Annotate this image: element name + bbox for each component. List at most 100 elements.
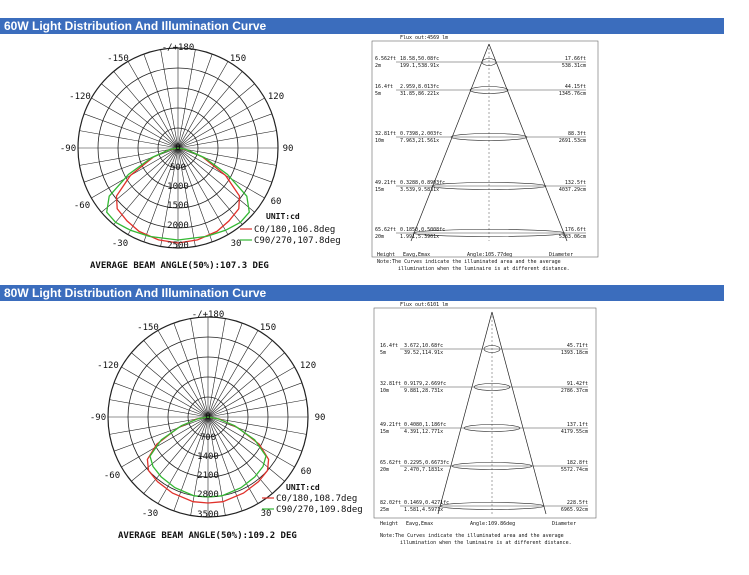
radial-label: 2800 bbox=[197, 490, 219, 500]
grid-spoke bbox=[177, 130, 277, 149]
grid-spoke bbox=[131, 416, 209, 482]
angle-label-m30: -30 bbox=[142, 509, 158, 519]
row-value: 65.62ft bbox=[380, 460, 401, 466]
row-value: 132.5ft bbox=[565, 180, 586, 186]
polar-grid bbox=[77, 47, 279, 249]
grid-spoke bbox=[173, 416, 209, 512]
legend-c0-label: C0/180,108.7deg bbox=[276, 494, 357, 504]
row-value: 6965.92cm bbox=[561, 507, 588, 513]
grid-spoke bbox=[177, 147, 277, 166]
radial-label: 1000 bbox=[167, 182, 189, 192]
note-line-2: illumination when the luminaire is at di… bbox=[398, 266, 570, 272]
angle-label-m60: -60 bbox=[104, 471, 120, 481]
grid-spoke bbox=[177, 49, 196, 149]
grid-spoke bbox=[109, 399, 209, 418]
row-value: 16.4ft bbox=[380, 343, 398, 349]
grid-spoke bbox=[207, 416, 243, 512]
row-value: 5m bbox=[375, 91, 381, 97]
row-value: 199.1,538.91x bbox=[400, 63, 439, 69]
grid-spoke bbox=[207, 416, 303, 452]
grid-spoke bbox=[177, 147, 273, 183]
grid-spoke bbox=[127, 147, 179, 235]
c0-180-curve bbox=[115, 147, 241, 244]
row-value: 91.42ft bbox=[567, 381, 588, 387]
row-value: 0.2295,0.6673fc bbox=[404, 460, 449, 466]
grid-spoke bbox=[79, 130, 179, 149]
grid-spoke bbox=[207, 352, 285, 418]
row-value: 2.959,8.013fc bbox=[400, 84, 439, 90]
center-label: 0 bbox=[205, 412, 210, 422]
footer-angle: Angle:109.86deg bbox=[470, 521, 515, 527]
legend-c0-label: C0/180,106.8deg bbox=[254, 225, 335, 235]
row-value: 176.6ft bbox=[565, 227, 586, 233]
row-value: 32.81ft bbox=[380, 381, 401, 387]
footer-eavg: Eavg,Emax bbox=[406, 521, 433, 527]
c0-180-curve bbox=[146, 416, 270, 504]
row-value: 4.391,12.771x bbox=[404, 429, 443, 435]
cone-edge bbox=[437, 311, 493, 515]
row-value: 25m bbox=[380, 507, 389, 513]
angle-label-30: 30 bbox=[231, 239, 242, 249]
polar-chart-80w: -/+180 -150 150 -120 120 -90 90 -60 60 -… bbox=[90, 310, 363, 541]
c90-270-curve bbox=[106, 147, 250, 241]
row-value: 45.71ft bbox=[567, 343, 588, 349]
grid-spoke bbox=[160, 49, 179, 149]
grid-spoke bbox=[177, 113, 273, 149]
row-value: 15m bbox=[375, 187, 384, 193]
row-value: 0.7398,2.003fc bbox=[400, 131, 442, 137]
angle-label-150: 150 bbox=[260, 323, 276, 333]
grid-spoke bbox=[177, 147, 196, 247]
grid-spoke bbox=[101, 83, 179, 149]
grid-spoke bbox=[109, 416, 209, 435]
polar-chart-60w: -/+180 -150 150 -120 120 -90 90 -60 60 -… bbox=[60, 43, 341, 271]
angle-label-m150: -150 bbox=[107, 54, 129, 64]
grid-spoke bbox=[101, 147, 179, 213]
radial-label: 2100 bbox=[197, 471, 219, 481]
grid-spoke bbox=[121, 416, 209, 468]
row-value: 0.3288,0.8903fc bbox=[400, 180, 445, 186]
row-value: 0.4080,1.186fc bbox=[404, 422, 446, 428]
row-value: 65.62ft bbox=[375, 227, 396, 233]
angle-label-180: -/+180 bbox=[192, 310, 225, 320]
row-value: 4037.29cm bbox=[559, 187, 586, 193]
grid-spoke bbox=[207, 366, 295, 418]
grid-spoke bbox=[177, 147, 255, 213]
radial-label: 2500 bbox=[167, 241, 189, 251]
center-label: 0 bbox=[175, 143, 180, 153]
section-title-60w: 60W Light Distribution And Illumination … bbox=[0, 18, 724, 34]
polar-grid bbox=[107, 316, 309, 518]
row-value: 0.1469,0.4271fc bbox=[404, 500, 449, 506]
row-value: 15m bbox=[380, 429, 389, 435]
unit-label: UNIT:cd bbox=[286, 483, 320, 492]
grid-spoke bbox=[207, 330, 259, 418]
unit-label: UNIT:cd bbox=[266, 212, 300, 221]
row-value: 0.9179,2.669fc bbox=[404, 381, 446, 387]
row-value: 2786.37cm bbox=[561, 388, 588, 394]
angle-label-90: 90 bbox=[283, 144, 294, 154]
row-value: 9.881,28.731x bbox=[404, 388, 443, 394]
grid-spoke bbox=[207, 416, 295, 468]
grid-spoke bbox=[127, 61, 179, 149]
grid-spoke bbox=[177, 147, 229, 235]
row-value: 1345.76cm bbox=[559, 91, 586, 97]
row-value: 6.562ft bbox=[375, 56, 396, 62]
grid-spoke bbox=[207, 416, 226, 516]
radial-label: 700 bbox=[200, 433, 216, 443]
grid-spoke bbox=[113, 71, 179, 149]
angle-label-m90: -90 bbox=[60, 144, 76, 154]
grid-spoke bbox=[177, 61, 229, 149]
grid-spoke bbox=[207, 322, 243, 418]
row-value: 228.5ft bbox=[567, 500, 588, 506]
c90-270-curve bbox=[149, 416, 267, 498]
radial-label: 500 bbox=[170, 163, 186, 173]
row-value: 39.52,114.91x bbox=[404, 350, 443, 356]
footer-diameter: Diameter bbox=[552, 521, 576, 527]
angle-label-120: 120 bbox=[300, 361, 316, 371]
angle-label-150: 150 bbox=[230, 54, 246, 64]
radial-label: 1500 bbox=[167, 201, 189, 211]
radial-label: 2000 bbox=[167, 221, 189, 231]
row-value: 20m bbox=[375, 234, 384, 240]
row-value: 7.963,21.561x bbox=[400, 138, 439, 144]
